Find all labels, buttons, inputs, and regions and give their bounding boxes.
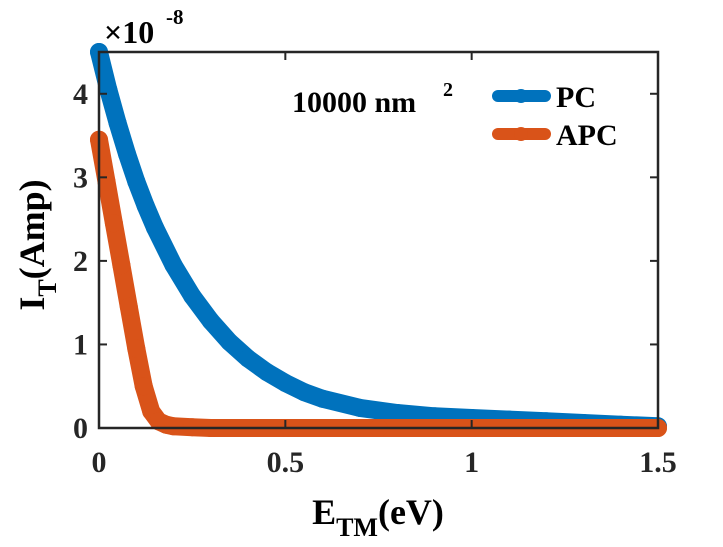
data-point-pc	[201, 312, 220, 330]
y-tick-label: 1	[73, 328, 88, 361]
y-axis-label: IT(Amp)	[12, 179, 62, 310]
x-tick-label: 0.5	[267, 446, 305, 479]
y-tick-label: 3	[73, 161, 88, 194]
x-tick-label: 1	[464, 446, 479, 479]
data-point-pc	[257, 363, 276, 381]
x-axis-label: ETM(eV)	[312, 492, 444, 542]
data-point-pc	[164, 256, 183, 275]
data-point-pc	[127, 172, 146, 191]
x-tick-label: 0	[92, 446, 107, 479]
area-annotation: 10000 nm	[292, 86, 416, 119]
x-axis-label-sub: TM	[336, 513, 378, 542]
legend-marker-pc	[514, 89, 528, 103]
data-point-pc	[388, 404, 407, 422]
y-exponent-power: -8	[166, 5, 184, 29]
area-annotation-superscript: 2	[443, 79, 453, 101]
data-point-apc	[119, 297, 138, 316]
y-tick-label: 2	[73, 245, 88, 278]
y-exponent-base: ×10	[104, 14, 154, 50]
data-point-pc	[108, 114, 127, 132]
data-point-apc	[134, 377, 153, 396]
legend: PC APC	[492, 81, 618, 152]
data-point-pc	[220, 332, 239, 351]
y-axis-label-sub: T	[33, 279, 62, 296]
data-point-pc	[276, 373, 295, 392]
y-axis-label-tail: (Amp)	[12, 179, 52, 279]
data-point-apc	[112, 256, 131, 275]
y-axis-label-main: I	[12, 297, 52, 311]
data-point-pc	[350, 398, 369, 417]
data-point-apc	[127, 339, 146, 358]
legend-marker-apc	[514, 127, 528, 141]
data-point-pc	[145, 218, 164, 237]
x-axis-label-tail: (eV)	[378, 492, 444, 532]
y-tick-label: 4	[73, 78, 88, 111]
data-point-apc	[104, 214, 123, 233]
data-point-pc	[183, 287, 202, 305]
data-point-pc	[99, 80, 118, 99]
plot-frame	[97, 50, 660, 430]
legend-label-pc: PC	[556, 81, 596, 114]
tick-layer: 0 0.5 1 1.5 0 1 2 3 4	[73, 52, 677, 479]
data-point-pc	[239, 349, 258, 368]
data-point-pc	[295, 383, 313, 402]
y-tick-label: 0	[73, 412, 88, 445]
x-tick-label: 1.5	[639, 446, 677, 479]
data-point-pc	[118, 144, 136, 163]
data-point-apc	[164, 417, 183, 436]
data-point-pc	[136, 196, 155, 215]
data-point-pc	[313, 389, 332, 408]
legend-label-apc: APC	[556, 119, 618, 152]
x-axis-label-main: E	[312, 492, 336, 532]
